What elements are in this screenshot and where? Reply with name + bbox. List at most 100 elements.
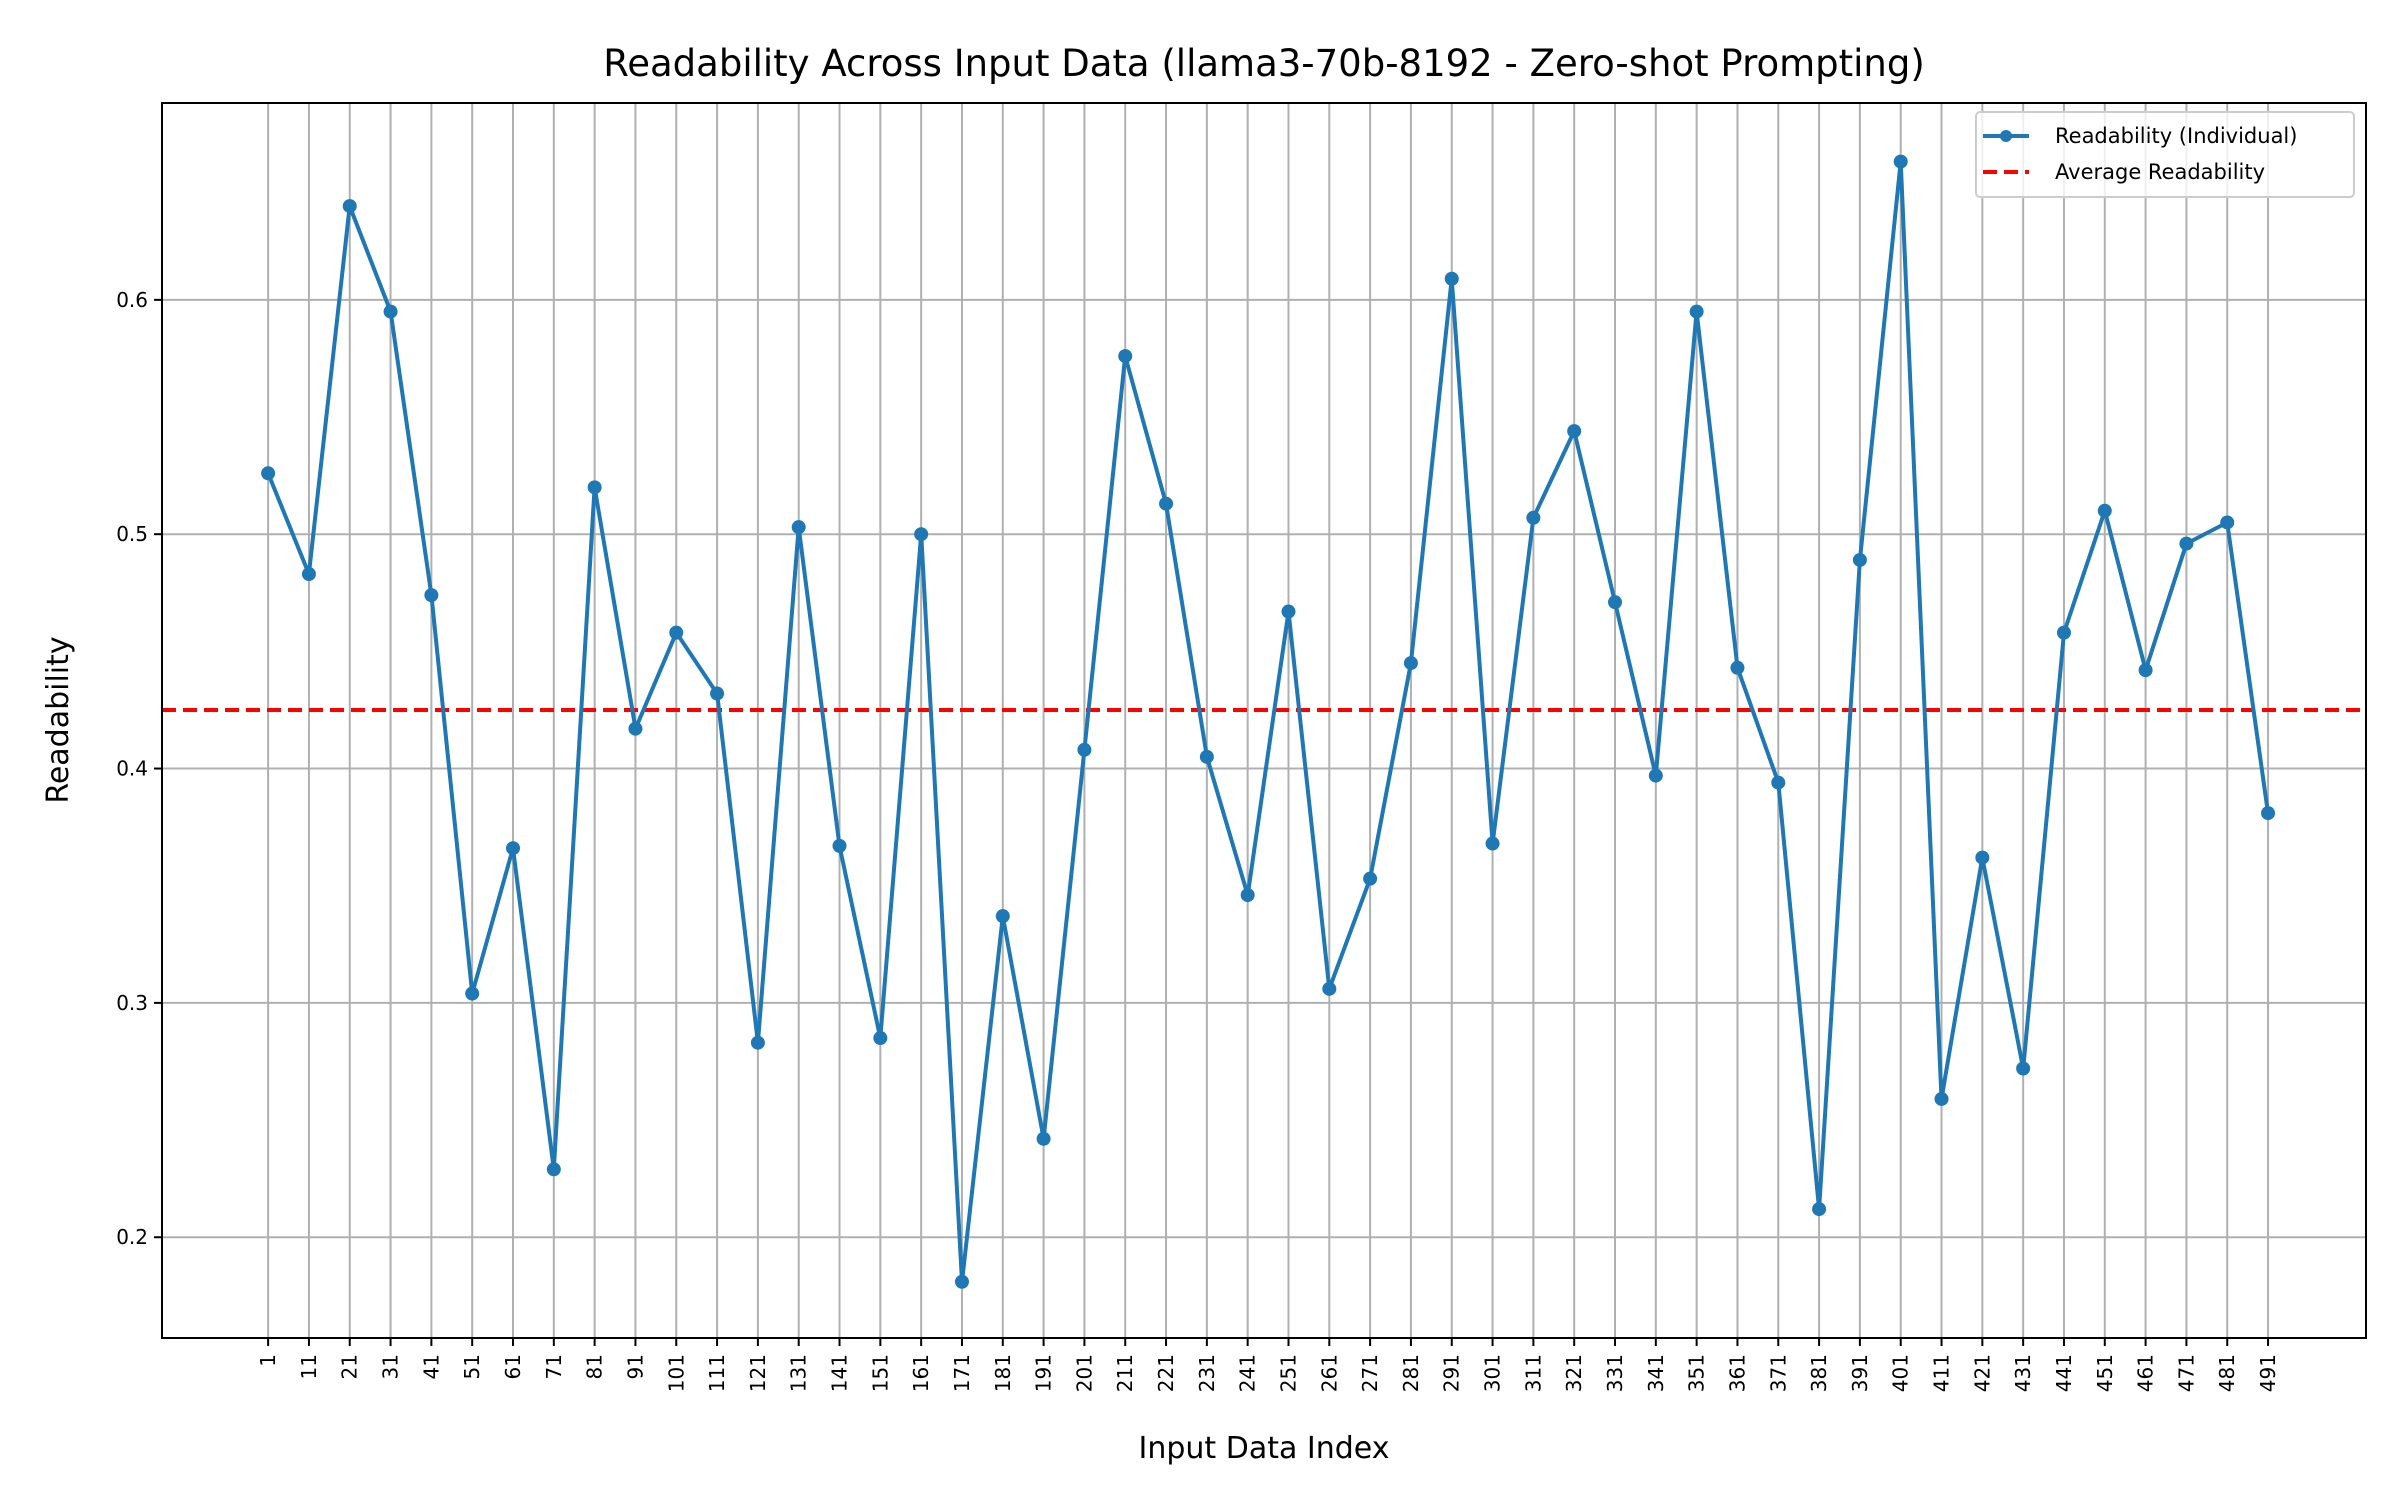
x-tick-label: 201 [1072,1354,1096,1392]
x-tick-label: 311 [1521,1354,1545,1392]
data-point [1322,981,1337,996]
data-point [1444,271,1459,286]
x-tick-label: 141 [828,1354,852,1392]
x-tick-label: 161 [909,1354,933,1392]
x-tick-label: 151 [868,1354,892,1392]
legend: Readability (Individual) Average Readabi… [1975,111,2355,198]
grid [162,103,2366,1338]
data-point [301,567,316,582]
x-tick-label: 381 [1807,1354,1831,1392]
x-axis-ticks: 1 11 21 31 41 51 61 71 81 91 101 111 121 131 141 151 161… [256,1338,2280,1392]
y-axis-ticks: 0.2 0.3 0.4 0.5 0.6 [116,288,162,1249]
data-point [2016,1061,2031,1076]
x-tick-label: 121 [746,1354,770,1392]
data-point [546,1162,561,1177]
data-point [2220,515,2235,530]
legend-box [1975,111,2355,198]
x-tick-label: 411 [1930,1354,1954,1392]
legend-marker-individual [2000,130,2012,142]
x-tick-label: 491 [2256,1354,2280,1392]
x-tick-label: 21 [338,1354,362,1379]
x-tick-label: 301 [1481,1354,1505,1392]
data-point [995,909,1010,924]
data-point [914,527,929,542]
x-tick-label: 321 [1562,1354,1586,1392]
x-tick-label: 61 [501,1354,525,1379]
x-tick-label: 281 [1399,1354,1423,1392]
x-tick-label: 471 [2174,1354,2198,1392]
data-point [1771,775,1786,790]
y-tick-label: 0.5 [116,522,148,546]
x-tick-label: 261 [1317,1354,1341,1392]
series-layer [261,154,2276,1289]
x-tick-label: 51 [460,1354,484,1379]
chart-title: Readability Across Input Data (llama3-70… [603,42,1925,85]
data-point [1526,510,1541,525]
x-tick-label: 111 [705,1354,729,1392]
x-tick-label: 371 [1766,1354,1790,1392]
data-point [2179,536,2194,551]
x-tick-label: 11 [297,1354,321,1379]
data-point [1893,154,1908,169]
data-point [1934,1091,1949,1106]
x-tick-label: 241 [1236,1354,1260,1392]
data-point [465,986,480,1001]
x-tick-label: 221 [1154,1354,1178,1392]
data-point [506,841,521,856]
x-tick-label: 461 [2134,1354,2158,1392]
x-tick-label: 431 [2011,1354,2035,1392]
data-point [1485,836,1500,851]
data-point [1567,424,1582,439]
data-point [710,686,725,701]
data-point [873,1031,888,1046]
x-tick-label: 401 [1889,1354,1913,1392]
data-point [424,588,439,603]
x-tick-label: 351 [1685,1354,1709,1392]
data-point [954,1274,969,1289]
data-point [2138,663,2153,678]
data-point [1812,1202,1827,1217]
x-tick-label: 361 [1725,1354,1749,1392]
x-tick-label: 481 [2215,1354,2239,1392]
x-tick-label: 181 [991,1354,1015,1392]
data-point [2261,806,2276,821]
y-tick-label: 0.3 [116,991,148,1015]
data-point [1159,496,1174,511]
y-tick-label: 0.4 [116,757,148,781]
y-tick-label: 0.6 [116,288,148,312]
series-line-readability [266,159,2270,1284]
data-point [1363,871,1378,886]
data-point [1281,604,1296,619]
x-tick-label: 31 [379,1354,403,1379]
data-point [383,304,398,319]
data-point [791,520,806,535]
data-point [1852,552,1867,567]
data-point [2056,625,2071,640]
data-point [1648,768,1663,783]
x-tick-label: 231 [1195,1354,1219,1392]
x-tick-label: 421 [1970,1354,1994,1392]
data-point [1118,349,1133,364]
data-point [1077,742,1092,757]
data-point [1730,660,1745,675]
x-tick-label: 81 [583,1354,607,1379]
x-tick-label: 191 [1032,1354,1056,1392]
x-tick-label: 251 [1276,1354,1300,1392]
x-tick-label: 101 [664,1354,688,1392]
x-tick-label: 331 [1603,1354,1627,1392]
data-point [1975,850,1990,865]
x-tick-label: 291 [1440,1354,1464,1392]
x-tick-label: 451 [2093,1354,2117,1392]
data-point [1199,749,1214,764]
data-point [628,721,643,736]
data-point [1689,304,1704,319]
x-tick-label: 441 [2052,1354,2076,1392]
legend-label-average: Average Readability [2055,160,2265,184]
data-point [832,838,847,853]
data-point [1240,888,1255,903]
y-tick-label: 0.2 [116,1225,148,1249]
data-point [587,480,602,495]
data-point [1036,1131,1051,1146]
